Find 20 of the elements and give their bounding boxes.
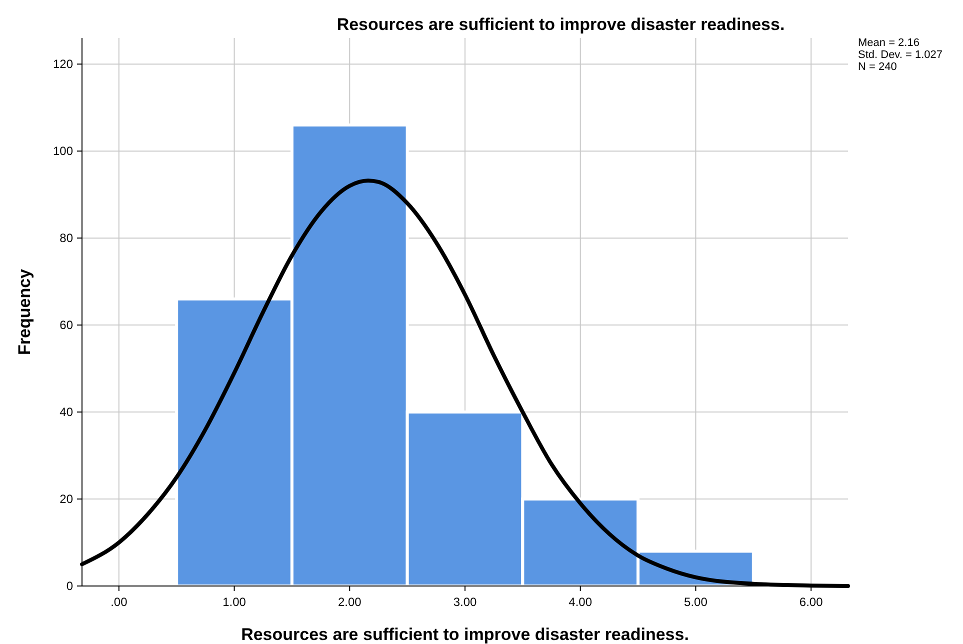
x-tick-label: 5.00 <box>684 595 708 609</box>
x-tick-label: 4.00 <box>568 595 592 609</box>
x-tick-label: 2.00 <box>338 595 362 609</box>
x-tick-label: 1.00 <box>222 595 246 609</box>
chart-title: Resources are sufficient to improve disaster readiness. <box>336 15 785 34</box>
y-tick-label: 40 <box>60 405 74 420</box>
x-tick-label: 6.00 <box>799 595 824 609</box>
y-tick-label: 80 <box>60 231 74 246</box>
x-tick-label: 3.00 <box>453 595 477 609</box>
x-axis-title: Resources are sufficient to improve disaster readiness. <box>241 625 689 644</box>
y-axis-title: Frequency <box>15 268 34 355</box>
text: Mean = 2.16 <box>858 37 920 49</box>
text: N = 240 <box>858 61 897 73</box>
y-tick-label: 60 <box>60 318 74 332</box>
x-tick-label: .00 <box>110 595 128 609</box>
y-tick-label: 100 <box>52 144 74 158</box>
text: Std. Dev. = 1.027 <box>858 49 942 61</box>
y-tick-label: 0 <box>66 579 74 593</box>
y-tick-label: 20 <box>60 492 74 506</box>
y-tick-label: 120 <box>52 57 74 72</box>
